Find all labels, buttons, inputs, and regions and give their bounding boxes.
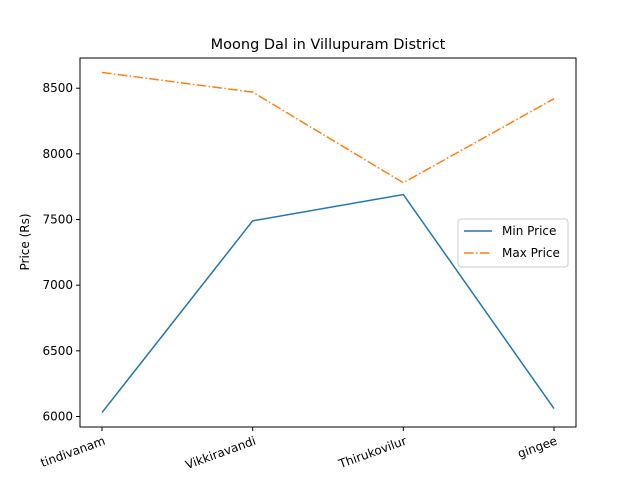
x-axis: tindivanam Vikkiravandi Thirukovilur gingee: [39, 427, 559, 472]
y-axis-label: Price (Rs): [18, 213, 32, 270]
y-tick-label: 8000: [42, 147, 73, 161]
legend: Min Price Max Price: [457, 218, 569, 268]
y-tick-label: 8500: [42, 81, 73, 95]
chart-title: Moong Dal in Villupuram District: [211, 37, 446, 53]
y-tick-label: 6000: [42, 409, 73, 423]
y-tick-label: 6500: [42, 344, 73, 358]
y-axis: 6000 6500 7000 7500 8000 8500: [42, 81, 80, 423]
legend-label: Min Price: [502, 224, 556, 238]
legend-label: Max Price: [502, 246, 560, 260]
x-tick-label: Thirukovilur: [336, 434, 408, 472]
x-tick-label: gingee: [516, 434, 559, 461]
series-line-max-price: [101, 71, 555, 184]
x-tick-label: Vikkiravandi: [184, 434, 258, 472]
y-tick-label: 7000: [42, 278, 73, 292]
series-line-min-price: [101, 193, 555, 414]
y-tick-label: 7500: [42, 213, 73, 227]
plot-area: [79, 57, 577, 428]
series-layer: [101, 71, 555, 414]
x-tick-label: tindivanam: [39, 434, 107, 470]
